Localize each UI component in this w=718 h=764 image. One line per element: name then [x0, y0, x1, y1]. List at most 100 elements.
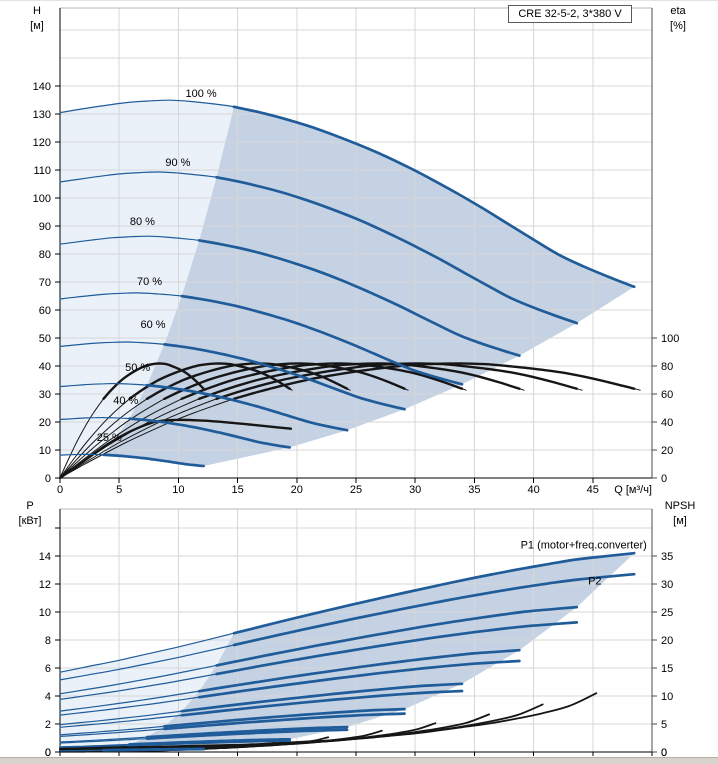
- tick-and-curve-labels: 0102030405060708090100110120130140020406…: [33, 81, 680, 759]
- speed-label-100: 100 %: [186, 88, 217, 100]
- h-tick-label: 130: [33, 109, 51, 121]
- pump-title-box: CRE 32-5-2, 3*380 V: [508, 5, 632, 23]
- h-tick-label: 140: [33, 81, 51, 93]
- p1-curve-bold-60: [163, 707, 406, 728]
- p2-curve-bold-25: [102, 747, 205, 752]
- h-tick-label: 70: [39, 277, 51, 289]
- h-tick-label: 20: [39, 417, 51, 429]
- h-tick-label: 30: [39, 389, 51, 401]
- bottom-zero-left: 0: [45, 747, 51, 759]
- eta-tick-label: 40: [661, 417, 673, 429]
- q-axis-label: Q [м³/ч]: [614, 484, 652, 496]
- npsh-tick-label: 35: [661, 551, 673, 563]
- h-tick-label: 0: [45, 473, 51, 485]
- eta-tick-label: 80: [661, 361, 673, 373]
- q-tick-label: 25: [350, 484, 362, 496]
- performance-curves: [58, 99, 641, 753]
- top-border-line: [0, 0, 718, 1]
- eta-curve-bold-50: [145, 362, 349, 400]
- p2-curve-bold-80: [197, 659, 521, 699]
- h-tick-label: 120: [33, 137, 51, 149]
- npsh-tick-label: 10: [661, 691, 673, 703]
- speed-label-50: 50 %: [125, 362, 150, 374]
- npsh-axis-unit: [м]: [673, 515, 687, 527]
- p2-curve-bold-40: [128, 739, 292, 747]
- h-tick-label: 50: [39, 333, 51, 345]
- eta-curve-bold-25: [102, 362, 205, 400]
- npsh-tick-label: 30: [661, 579, 673, 591]
- h-tick-label: 40: [39, 361, 51, 373]
- npsh-tick-label: 0: [661, 747, 667, 759]
- h-axis-title: H: [33, 5, 41, 17]
- eta-tick-label: 0: [661, 473, 667, 485]
- q-tick-label: 10: [172, 484, 184, 496]
- h-curve-bold-25: [102, 453, 205, 468]
- p-tick-label: 2: [45, 719, 51, 731]
- eta-curve-bold-40: [128, 362, 291, 400]
- h-curve-bold-40: [128, 417, 292, 449]
- p-tick-label: 14: [39, 551, 51, 563]
- h-tick-label: 90: [39, 221, 51, 233]
- p-tick-label: 8: [45, 635, 51, 647]
- eta-curve-bold-60: [163, 362, 406, 400]
- eta-axis-unit: [%]: [670, 20, 686, 32]
- eta-extra-bold-curve: [58, 418, 293, 480]
- p2-curve-bold-70: [180, 689, 464, 717]
- p1-curve-bold-90: [215, 605, 579, 667]
- p1-curve-bold-100: [232, 551, 636, 635]
- p1-curve-label: P1 (motor+freq.converter): [521, 539, 647, 551]
- npsh-axis-title: NPSH: [664, 500, 696, 512]
- h-tick-label: 80: [39, 249, 51, 261]
- p1-curve-bold-50: [145, 725, 349, 739]
- bottom-zero-right: 0: [661, 747, 667, 759]
- h-curve-bold-60: [163, 343, 406, 411]
- q-tick-label: 45: [587, 484, 599, 496]
- q-tick-label: 40: [527, 484, 539, 496]
- npsh-tick-label: 25: [661, 607, 673, 619]
- p2-curve-label: P2: [588, 576, 601, 588]
- speed-label-80: 80 %: [130, 216, 155, 228]
- p2-curve-bold-60: [163, 712, 406, 731]
- q-tick-label: 15: [231, 484, 243, 496]
- q-tick-label: 20: [291, 484, 303, 496]
- p-tick-label: 0: [45, 747, 51, 759]
- h-tick-label: 100: [33, 193, 51, 205]
- q-tick-label: 0: [57, 484, 63, 496]
- speed-label-40: 40 %: [113, 395, 138, 407]
- speed-label-60: 60 %: [141, 319, 166, 331]
- q-tick-label: 30: [409, 484, 421, 496]
- p-tick-label: 4: [45, 691, 51, 703]
- h-curve-bold-80: [197, 239, 521, 357]
- h-tick-label: 10: [39, 445, 51, 457]
- h-tick-label: 60: [39, 305, 51, 317]
- p2-curve-bold-50: [145, 728, 349, 740]
- p1-curve-bold-80: [197, 648, 521, 693]
- npsh-tick-label: 5: [661, 719, 667, 731]
- p-axis-title: P: [26, 500, 34, 512]
- p-tick-label: 6: [45, 663, 51, 675]
- p1-curve-bold-70: [180, 682, 464, 713]
- npsh-tick-label: 20: [661, 635, 673, 647]
- p-tick-label: 10: [39, 607, 51, 619]
- speed-label-90: 90 %: [165, 157, 190, 169]
- h-curve-bold-90: [215, 175, 579, 325]
- h-curve-bold-100: [232, 105, 636, 289]
- h-tick-label: 110: [33, 165, 51, 177]
- p2-curve-bold-100: [232, 572, 636, 647]
- eta-tick-label: 100: [661, 333, 679, 345]
- eta-tick-label: 60: [661, 389, 673, 401]
- eta-tick-label: 20: [661, 445, 673, 457]
- p-tick-label: 12: [39, 579, 51, 591]
- top-operating-region-fill: [103, 106, 635, 467]
- h-curve-bold-50: [145, 383, 349, 432]
- p-axis-unit: [кВт]: [18, 515, 42, 527]
- q-tick-label: 35: [468, 484, 480, 496]
- speed-label-25: 25 %: [97, 432, 122, 444]
- eta-axis-title: eta: [670, 5, 686, 17]
- bottom-operating-region-fill: [103, 553, 635, 751]
- p2-curve-bold-90: [215, 621, 579, 676]
- h-curve-bold-70: [180, 294, 464, 386]
- h-axis-unit: [м]: [30, 20, 44, 32]
